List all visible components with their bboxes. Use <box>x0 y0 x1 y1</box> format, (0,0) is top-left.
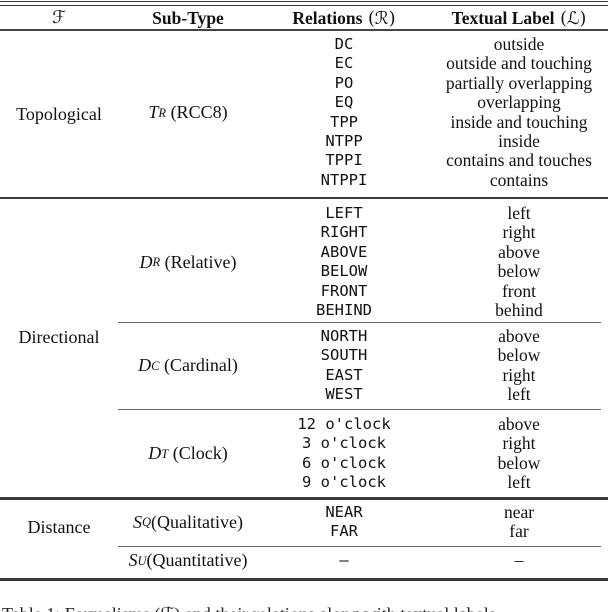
relation-cell: EC <box>334 54 354 73</box>
relation-cell: FAR <box>330 522 358 541</box>
relation-cell: 6 o'clock <box>302 453 386 472</box>
subtype-name: (Qualitative) <box>151 511 243 532</box>
subtype-name: (Relative) <box>160 251 237 272</box>
label-cell: outside and touching <box>446 53 592 74</box>
group-label-directional: Directional <box>18 327 100 347</box>
section-distance-quantitative: S U (Quantitative) – – <box>0 550 608 571</box>
subtype-symbol: S <box>133 511 142 532</box>
relation-cell: 12 o'clock <box>297 415 391 433</box>
relation-cell: PO <box>334 73 354 92</box>
label-cell: contains and touches <box>446 150 592 171</box>
label-cell: inside and touching <box>450 111 588 132</box>
table-bottomrule <box>0 577 608 581</box>
label-cell: right <box>502 222 536 243</box>
group-label-topological: Topological <box>16 103 102 124</box>
label-cell: above <box>498 414 540 434</box>
relation-cell: TPPI <box>325 151 363 170</box>
group-label-distance: Distance <box>27 516 91 537</box>
relation-cell: ABOVE <box>320 242 368 261</box>
label-cell: overlapping <box>477 92 561 113</box>
relation-cell: RIGHT <box>320 223 368 242</box>
subtype-cell-quantitative: S U (Quantitative) <box>128 550 248 571</box>
label-cell: left <box>507 384 531 405</box>
relation-cell: NTPP <box>325 131 363 150</box>
label-cell: above <box>498 241 540 262</box>
subtype-symbol: D <box>148 443 162 464</box>
subtype-symbol: T <box>148 102 159 123</box>
label-cell: behind <box>495 299 543 320</box>
relation-cell: EAST <box>325 365 363 384</box>
cline-relative-cardinal <box>118 322 601 324</box>
header-formalism: ℱ <box>52 8 66 28</box>
label-cell: right <box>502 364 536 385</box>
relation-cell: NEAR <box>325 503 363 521</box>
header-textual-label: Textual Label (ℒ) <box>430 7 608 29</box>
label-cell: far <box>509 521 529 542</box>
relation-cell: – <box>339 551 349 569</box>
section-distance-qualitative: S Q (Qualitative) NEAR near FAR far <box>0 502 608 542</box>
label-cell: front <box>501 280 537 301</box>
relation-cell: BELOW <box>320 262 368 281</box>
relation-cell: BEHIND <box>316 300 372 319</box>
label-cell: near <box>503 502 535 522</box>
label-cell: below <box>497 261 541 282</box>
subtype-name: (Quantitative) <box>146 550 248 571</box>
cline-qualitative-quantitative <box>118 546 601 548</box>
relation-cell: 3 o'clock <box>302 434 386 453</box>
subtype-name: (RCC8) <box>166 102 228 123</box>
header-textual-label-symbol: (ℒ) <box>554 9 587 29</box>
label-cell: above <box>498 326 540 346</box>
header-relations-symbol: (ℛ) <box>362 9 396 29</box>
relation-cell: EQ <box>334 93 354 112</box>
relation-cell: LEFT <box>325 204 363 222</box>
label-cell: left <box>507 203 531 223</box>
subtype-cell-qualitative: S Q (Qualitative) <box>133 511 243 532</box>
label-cell: inside <box>498 130 540 151</box>
header-relations: Relations (ℛ) <box>258 7 430 29</box>
table-caption: Table 1: Formalisms (ℱ) and their relati… <box>2 603 606 612</box>
subtype-name: (Clock) <box>168 443 228 464</box>
subtype-symbol: D <box>139 251 153 272</box>
relation-cell: NTPPI <box>320 170 368 189</box>
header-subtype: Sub-Type <box>152 8 224 28</box>
subtype-name: (Cardinal) <box>159 355 238 376</box>
relation-cell: NORTH <box>320 327 368 345</box>
relation-cell: SOUTH <box>320 346 368 365</box>
label-cell: right <box>502 433 536 454</box>
label-cell: partially overlapping <box>445 72 593 93</box>
relation-cell: WEST <box>325 385 363 404</box>
table-toprule-inner <box>0 4 608 6</box>
table-toprule-outer <box>0 1 608 3</box>
label-cell: outside <box>493 34 545 54</box>
label-cell: below <box>497 452 541 473</box>
relation-cell: FRONT <box>320 281 368 300</box>
subtype-symbol: D <box>138 355 152 376</box>
header-midrule <box>0 29 608 31</box>
cline-cardinal-clock <box>118 409 601 411</box>
header-relations-label: Relations <box>292 8 363 28</box>
label-cell: contains <box>489 169 549 190</box>
label-cell: left <box>507 472 531 493</box>
subtype-symbol: S <box>128 550 138 571</box>
relation-cell: TPP <box>330 112 358 131</box>
relation-cell: 9 o'clock <box>302 473 386 492</box>
label-cell: below <box>497 345 541 366</box>
relation-cell: DC <box>334 35 354 53</box>
section-rule-topological-directional <box>0 196 608 200</box>
section-rule-directional-distance <box>0 497 608 500</box>
label-cell: – <box>514 550 524 570</box>
header-textual-label-text: Textual Label <box>451 8 555 28</box>
